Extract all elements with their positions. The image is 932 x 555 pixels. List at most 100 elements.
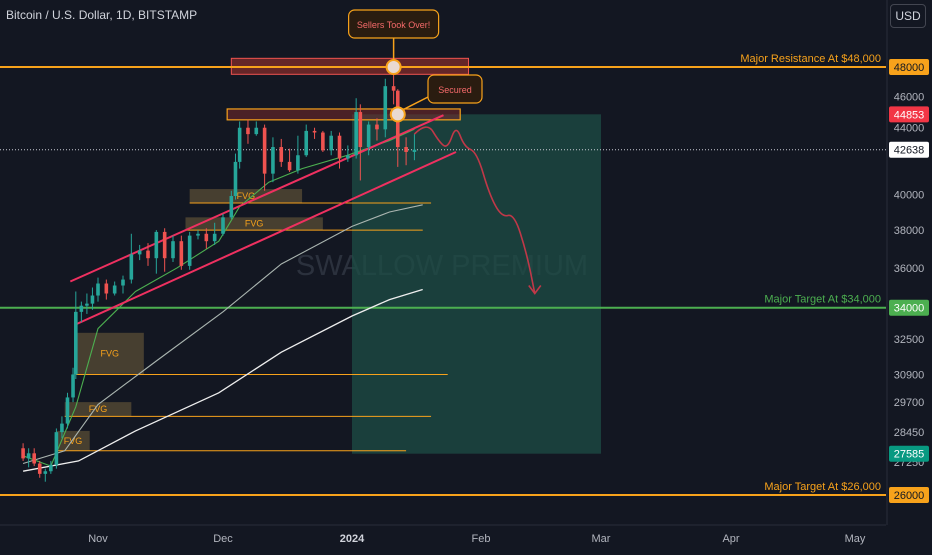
ma-mid-line [22, 204, 423, 465]
candle-body [246, 127, 250, 135]
callout-marker [385, 59, 402, 75]
candle-body [229, 196, 234, 218]
time-axis [0, 525, 886, 550]
candle-body [412, 149, 417, 152]
candle-body [312, 130, 317, 133]
candle-body [354, 112, 358, 156]
price-tick-label: 44000 [894, 123, 925, 135]
candle-body [32, 453, 36, 464]
candle-body [204, 233, 209, 242]
callout-marker [389, 106, 406, 123]
candle-body [187, 235, 192, 266]
candle-body [262, 127, 267, 174]
candle-body [346, 155, 350, 159]
secured-zone [226, 108, 461, 121]
projection-arrowhead [528, 285, 542, 295]
price-tick-label: 29700 [894, 397, 925, 409]
candle-body [358, 112, 363, 148]
candle-body [337, 135, 342, 159]
candle-body [71, 374, 75, 398]
candle-body [60, 423, 64, 433]
price-tag-label: 42638 [894, 145, 925, 157]
fvg-zone [56, 430, 90, 451]
candle-body [212, 233, 217, 242]
candle-body [375, 124, 379, 130]
candle-body [85, 303, 89, 306]
fvg-label: FVG [89, 404, 108, 414]
price-tag [889, 487, 929, 503]
candle-body [90, 295, 95, 304]
fvg-label: FVG [237, 191, 256, 201]
price-tag-label: 48000 [894, 62, 925, 74]
candle-body [391, 86, 396, 91]
candles-layer [21, 56, 417, 482]
channel-upper-line [69, 114, 444, 283]
price-tag-label: 44853 [894, 109, 925, 121]
callout-box [427, 74, 483, 104]
time-tick-label: May [845, 533, 866, 545]
candle-body [137, 250, 142, 255]
level-label: Major Target At $34,000 [764, 294, 881, 306]
price-tick-label: 40000 [894, 189, 925, 201]
candle-body [96, 283, 100, 296]
candle-body [304, 130, 309, 156]
candle-body [366, 124, 371, 148]
candle-body [296, 155, 300, 171]
candle-body [237, 127, 242, 162]
candle-body [287, 161, 292, 171]
ma-long-line [22, 288, 423, 472]
time-tick-label: Dec [213, 533, 233, 545]
candle-body [21, 448, 25, 459]
candle-body [112, 285, 117, 294]
fvg-label: FVG [101, 349, 120, 359]
candle-body [404, 147, 408, 152]
candle-body [49, 464, 53, 472]
candle-body [26, 453, 31, 459]
price-tick-label: 38000 [894, 225, 925, 237]
candle-body [196, 233, 200, 236]
price-tick-label: 28450 [894, 427, 925, 439]
price-tag [889, 141, 929, 158]
level-label: Major Resistance At $48,000 [740, 53, 881, 65]
candle-body [74, 311, 78, 375]
candle-body [154, 231, 159, 259]
candle-body [129, 254, 134, 280]
projection-path [413, 126, 536, 294]
price-tag [889, 445, 929, 462]
price-tick-label: 46000 [894, 92, 925, 104]
annotation-layer: Sellers Took Over! Secured [348, 9, 542, 295]
price-tag [889, 106, 929, 123]
price-tag [889, 59, 929, 75]
callout-text: Secured [438, 85, 472, 95]
candle-body [162, 231, 167, 259]
fvg-zone [189, 189, 303, 204]
candle-body [171, 241, 175, 259]
callout-pointer [403, 95, 431, 111]
price-tag [889, 299, 929, 316]
candle-body [146, 250, 150, 259]
zones-layer: FVG FVG FVG FVG FVG Major Resistance At $48,0… [0, 53, 886, 496]
price-tag-label: 26000 [894, 490, 925, 502]
candle-body [104, 283, 109, 294]
fvg-label: FVG [245, 219, 264, 229]
price-tag-label: 34000 [894, 303, 925, 315]
candle-body [79, 305, 84, 312]
callout-box [348, 9, 440, 39]
price-tag-label: 27585 [894, 449, 925, 461]
candle-body [321, 132, 325, 151]
target-box [352, 114, 601, 454]
time-tick-label: Mar [592, 533, 611, 545]
candle-body [279, 147, 284, 162]
time-tick-label: Nov [88, 533, 108, 545]
time-tick-label: Feb [472, 533, 491, 545]
candle-body [329, 135, 333, 151]
candle-body [221, 217, 225, 234]
candle-body [54, 432, 59, 465]
price-tick-label: 30900 [894, 369, 925, 381]
candle-body [37, 463, 42, 474]
currency-button[interactable]: USD [890, 4, 926, 28]
candle-body [179, 241, 184, 266]
